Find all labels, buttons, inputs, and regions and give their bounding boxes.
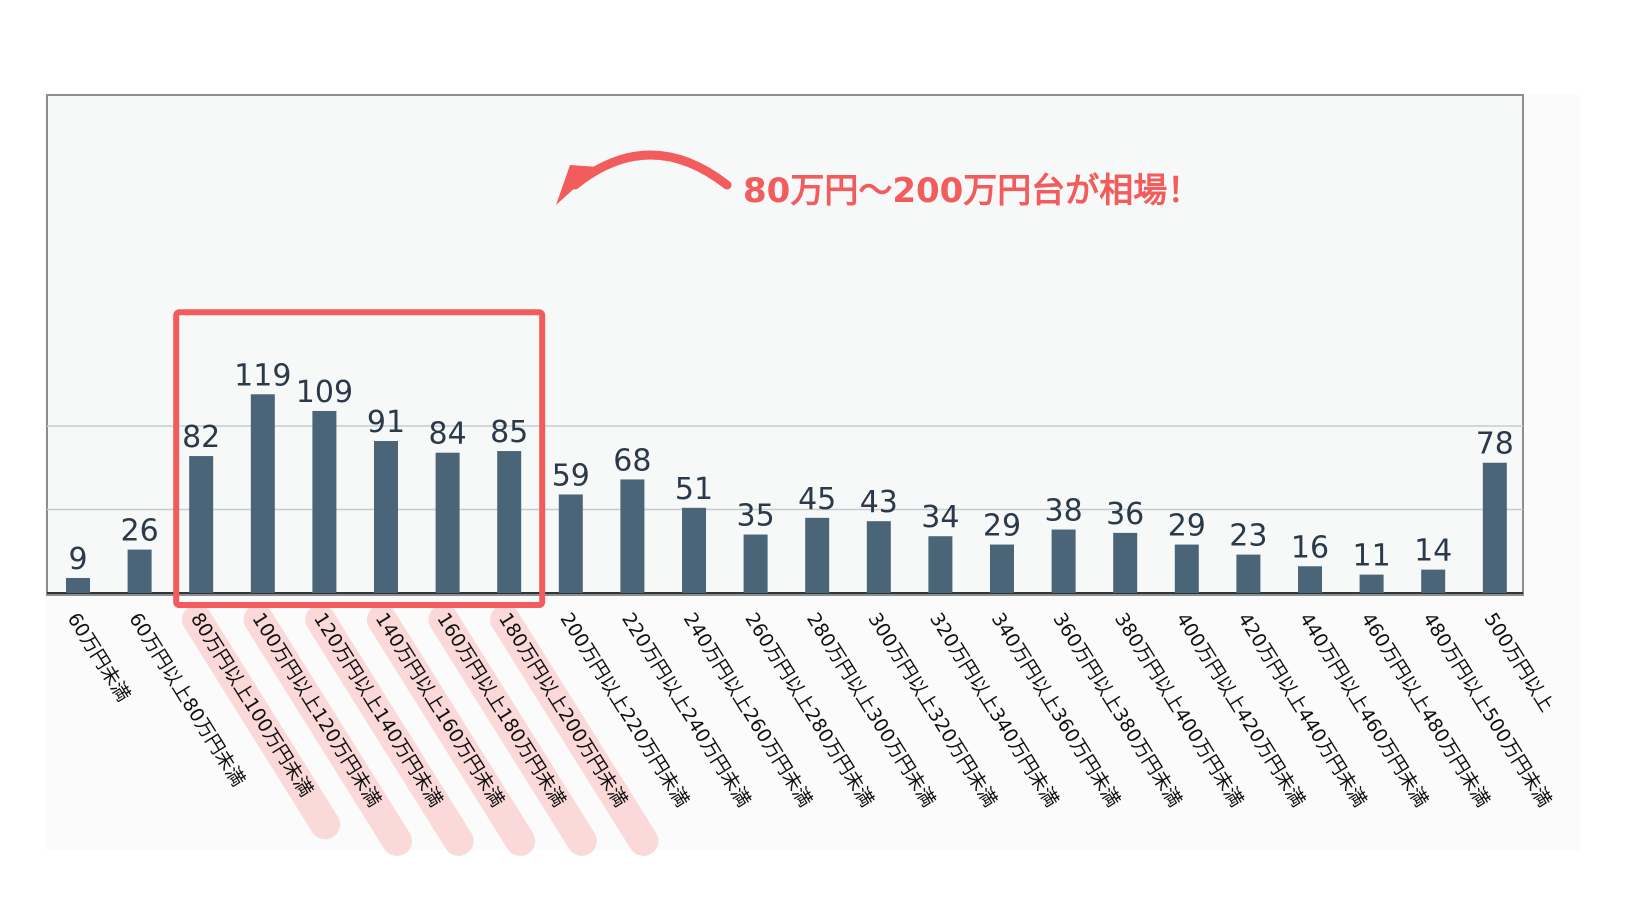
bar [928, 536, 953, 593]
bar [620, 479, 645, 593]
highlight-label-pills [182, 604, 659, 856]
data-label: 78 [1476, 427, 1514, 462]
bar [1113, 532, 1138, 593]
data-label: 68 [613, 443, 651, 478]
curved-arrow-icon [570, 150, 732, 190]
data-label: 29 [983, 509, 1021, 544]
bar [1482, 462, 1507, 593]
bar [312, 410, 337, 593]
data-label: 11 [1353, 539, 1391, 574]
data-label: 85 [490, 415, 528, 450]
arrowhead-icon [556, 165, 598, 205]
plot-area [46, 94, 1524, 596]
data-label: 82 [182, 420, 220, 455]
bar [66, 577, 90, 593]
bar [127, 549, 152, 593]
bar [435, 452, 460, 593]
data-label: 119 [234, 358, 291, 393]
bar [250, 394, 275, 593]
data-label: 23 [1229, 519, 1267, 554]
data-label: 29 [1168, 509, 1206, 544]
bar [558, 494, 583, 593]
data-label: 9 [68, 542, 87, 577]
bar [805, 517, 830, 593]
highlight-pill [366, 604, 536, 856]
data-label: 14 [1414, 534, 1452, 569]
annotation-text: 80万円〜200万円台が相場！ [743, 171, 1201, 211]
bar [1174, 544, 1199, 593]
data-label: 38 [1045, 494, 1083, 529]
bar [1051, 529, 1076, 593]
data-label: 35 [737, 499, 775, 534]
bar [1359, 574, 1384, 593]
data-label: 109 [296, 375, 353, 410]
bar [189, 456, 214, 593]
bar [374, 441, 398, 593]
bar [866, 521, 891, 593]
data-label: 36 [1106, 497, 1144, 532]
data-label: 51 [675, 472, 713, 507]
data-label: 45 [798, 482, 836, 517]
data-label: 34 [921, 500, 959, 535]
bar [1236, 554, 1261, 593]
grid-lines [47, 425, 1523, 594]
data-label: 16 [1291, 530, 1329, 565]
highlight-pill [243, 604, 412, 856]
highlight-pill [428, 604, 597, 856]
data-label: 91 [367, 405, 405, 440]
bars [66, 394, 1507, 593]
highlight-pill [182, 604, 341, 840]
highlight-pill [490, 604, 659, 856]
data-label: 59 [552, 458, 590, 493]
bar [497, 451, 522, 593]
value-labels: 9 26 82 119 109 91 84 85 59 68 51 35 45 43 34 29 38 36 29 2… [68, 358, 1513, 577]
bar [1421, 569, 1446, 593]
highlight-pill [305, 604, 474, 856]
bar [682, 507, 706, 593]
bar [743, 534, 768, 593]
data-label: 43 [860, 485, 898, 520]
highlight-box [173, 309, 546, 608]
data-label: 26 [121, 514, 159, 549]
data-label: 84 [429, 417, 467, 452]
bar [1298, 566, 1322, 593]
bar [990, 544, 1014, 593]
